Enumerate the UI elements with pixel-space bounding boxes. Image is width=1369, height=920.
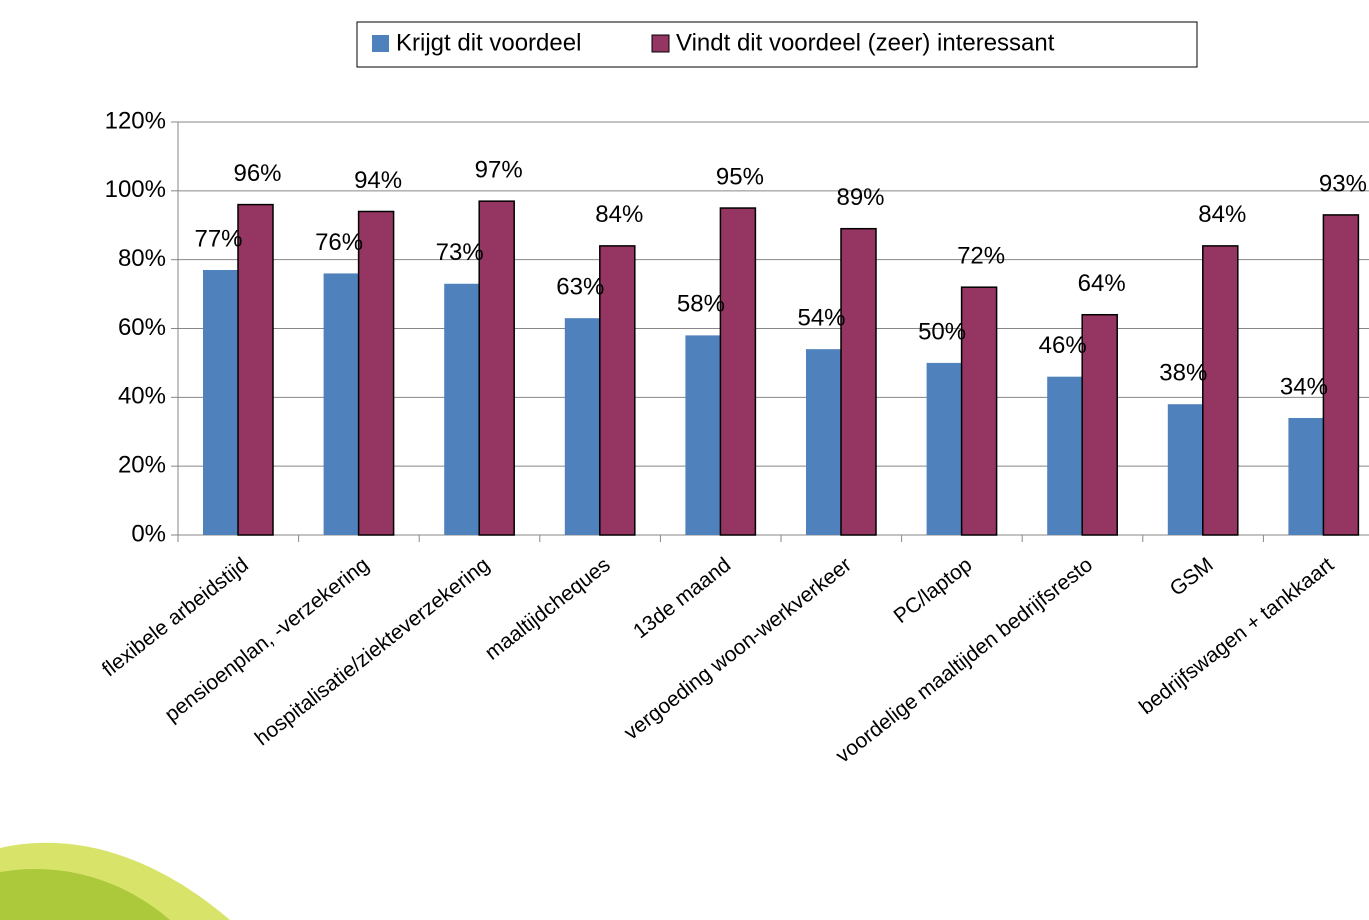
y-tick-label: 20% [118, 452, 166, 479]
x-tick-label: 13de maand [629, 553, 735, 643]
data-label: 76% [315, 229, 363, 256]
data-label: 38% [1159, 360, 1207, 387]
bar [444, 283, 480, 535]
x-tick-label: bedrijfswagen + tankkaart [1135, 553, 1338, 719]
bar [1322, 214, 1360, 536]
bar [719, 207, 757, 536]
y-tick-label: 100% [105, 176, 166, 203]
bar [1081, 313, 1118, 536]
legend-label: Krijgt dit voordeel [396, 29, 581, 56]
bar [599, 245, 636, 536]
data-label: 64% [1078, 270, 1126, 297]
data-label: 84% [1198, 201, 1246, 228]
data-label: 94% [354, 167, 402, 194]
data-label: 96% [233, 160, 281, 187]
data-label: 84% [595, 201, 643, 228]
bar [685, 335, 721, 535]
y-tick-label: 80% [118, 245, 166, 272]
y-tick-label: 120% [105, 107, 166, 134]
bar [926, 362, 962, 535]
data-label: 63% [556, 274, 604, 301]
x-tick-label: PC/laptop [890, 553, 977, 628]
data-label: 58% [677, 291, 725, 318]
legend-swatch [372, 35, 389, 52]
data-label: 89% [836, 184, 884, 211]
bar [840, 227, 877, 536]
bar [323, 273, 359, 535]
data-label: 46% [1039, 332, 1087, 359]
bar [960, 286, 998, 536]
data-label: 77% [194, 225, 242, 252]
bar [1288, 417, 1324, 535]
y-tick-label: 0% [131, 520, 166, 547]
x-tick-label: voordelige maaltijden bedrijfsresto [832, 553, 1097, 767]
data-label: 72% [957, 243, 1005, 270]
data-label: 54% [797, 304, 845, 331]
y-tick-label: 40% [118, 383, 166, 410]
bar [357, 210, 395, 536]
decor-swoosh [0, 868, 170, 920]
data-label: 97% [475, 157, 523, 184]
bar [478, 200, 515, 536]
data-label: 73% [436, 239, 484, 266]
x-tick-label: vergoeding woon-werkverkeer [620, 553, 856, 744]
bar [1047, 376, 1083, 535]
bar [1202, 245, 1239, 536]
x-tick-label: GSM [1166, 553, 1218, 601]
bar [1167, 404, 1203, 535]
x-tick-label: pensioenplan, -verzekering [161, 553, 374, 726]
data-label: 34% [1280, 373, 1328, 400]
bar [203, 269, 238, 535]
bar [237, 203, 274, 536]
data-label: 93% [1319, 170, 1367, 197]
legend-box [356, 21, 1198, 68]
bar [564, 318, 600, 535]
x-tick-label: maaltijdcheques [481, 553, 615, 665]
bar [806, 349, 841, 535]
y-tick-label: 60% [118, 314, 166, 341]
x-tick-label: hospitalisatie/ziekteverzekering [251, 553, 494, 750]
legend-swatch [651, 34, 670, 53]
legend-label: Vindt dit voordeel (zeer) interessant [676, 29, 1055, 56]
data-label: 95% [716, 163, 764, 190]
data-label: 50% [918, 318, 966, 345]
